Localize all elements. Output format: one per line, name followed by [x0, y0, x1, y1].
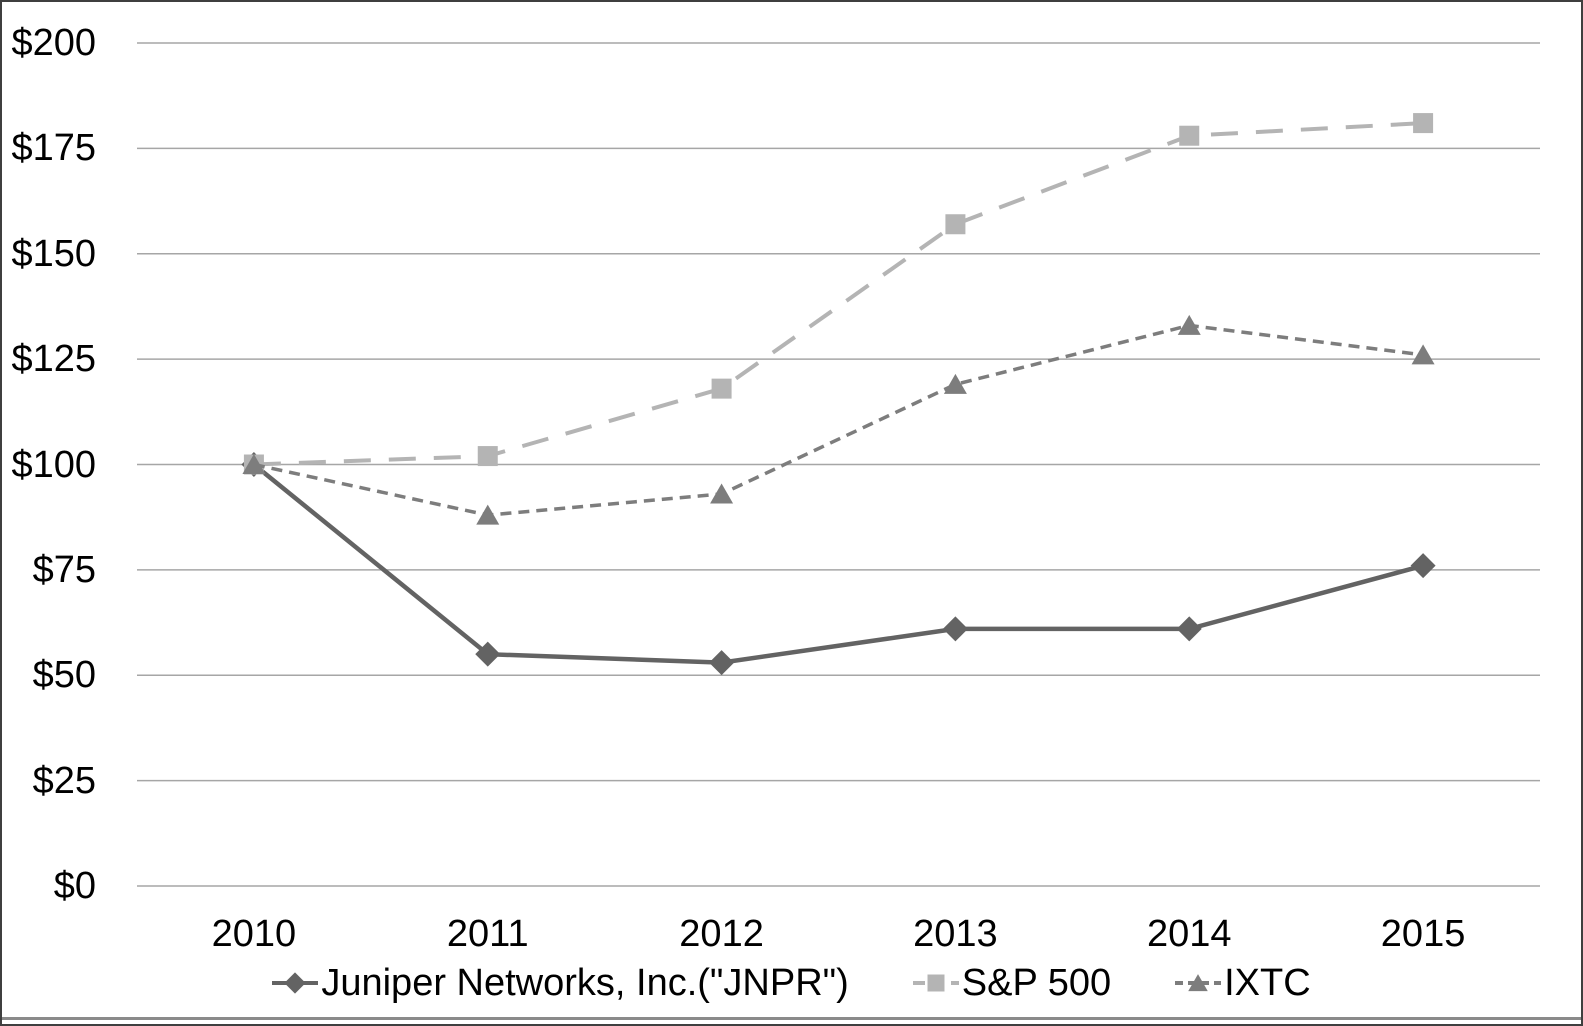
- sp500-square-legend-marker: [912, 974, 959, 992]
- triangle-marker: [710, 483, 734, 504]
- series-line-2: [253, 323, 1424, 517]
- y-axis-tick-label: $175: [11, 127, 96, 170]
- series-line-1: [253, 121, 1424, 467]
- square-marker: [945, 214, 966, 235]
- square-marker: [477, 446, 498, 467]
- triangle-marker: [476, 504, 500, 525]
- x-axis-tick-label: 2013: [913, 913, 998, 955]
- diamond-marker: [1176, 616, 1202, 642]
- diamond-icon: [284, 972, 306, 994]
- y-axis-tick-label: $50: [32, 654, 96, 697]
- series-line-0: [252, 462, 1424, 665]
- y-axis-tick-label: $150: [11, 232, 96, 275]
- x-axis-tick-label: 2011: [446, 913, 529, 955]
- diamond-marker: [709, 650, 735, 676]
- triangle-icon: [1188, 974, 1208, 992]
- y-axis-tick-label: $200: [11, 22, 96, 64]
- square-marker: [711, 378, 732, 399]
- triangle-marker: [943, 373, 967, 394]
- square-icon: [927, 974, 945, 992]
- triangle-marker: [1177, 314, 1201, 335]
- y-axis-tick-label: $100: [11, 443, 96, 486]
- legend-label-sp500: S&P 500: [961, 961, 1112, 1004]
- diamond-marker: [475, 641, 501, 667]
- triangle-marker: [242, 454, 266, 474]
- y-axis-tick-label: $125: [11, 338, 96, 381]
- y-axis-tick-label: $75: [32, 548, 96, 591]
- legend: Juniper Networks, Inc.("JNPR") S&P 500 I…: [2, 953, 1581, 1013]
- legend-label-ixtc: IXTC: [1224, 961, 1311, 1004]
- ixtc-triangle-legend-marker: [1175, 974, 1222, 992]
- x-axis-tick-label: 2012: [679, 913, 764, 955]
- x-axis-tick-label: 2010: [211, 913, 297, 955]
- square-marker: [1413, 113, 1434, 134]
- x-axis-tick-label: 2015: [1380, 913, 1466, 955]
- diamond-marker: [1410, 553, 1436, 579]
- legend-label-jnpr: Juniper Networks, Inc.("JNPR"): [321, 961, 849, 1004]
- square-marker: [1179, 125, 1200, 146]
- diamond-marker: [942, 616, 968, 642]
- legend-item-ixtc: IXTC: [1175, 962, 1311, 1005]
- legend-item-jnpr: Juniper Networks, Inc.("JNPR"): [272, 961, 849, 1005]
- y-axis-tick-label: $0: [53, 865, 96, 907]
- bottom-rule: [2, 1017, 1581, 1020]
- legend-item-sp500: S&P 500: [912, 961, 1112, 1005]
- jnpr-diamond-legend-marker: [272, 972, 319, 994]
- x-axis-tick-label: 2014: [1146, 913, 1232, 955]
- y-axis-tick-label: $25: [32, 759, 96, 802]
- triangle-marker: [1411, 344, 1435, 365]
